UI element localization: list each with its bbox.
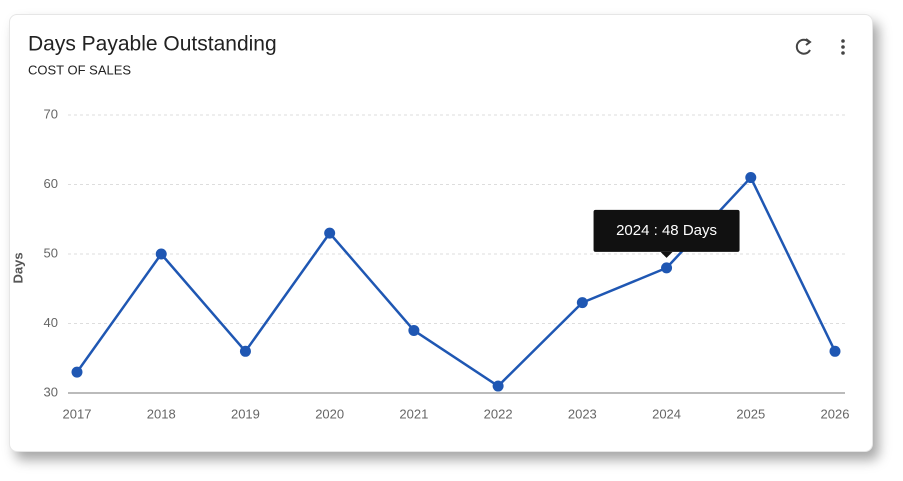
x-tick-label: 2026 [821,406,850,421]
data-point [155,248,167,260]
tooltip-label: 2024 : 48 Days [616,222,717,239]
x-tick-label: 2018 [147,406,176,421]
y-tick-label: 30 [44,384,58,399]
tooltip-box [593,209,740,252]
y-axis-label: Days [10,252,25,283]
more-button[interactable] [841,39,845,55]
x-tick-label: 2019 [231,406,260,421]
series-line [75,176,837,388]
tooltip: 2024 : 48 Days [593,209,740,258]
refresh-button[interactable] [795,38,812,55]
data-point [324,227,336,239]
y-tick-label: 60 [44,176,58,191]
y-tick-label: 40 [44,315,58,330]
data-point [408,324,420,336]
data-point [239,345,251,357]
tooltip-arrow [660,251,673,258]
x-tick-label: 2022 [484,406,513,421]
x-tick-label: 2025 [736,406,765,421]
x-tick-label: 2020 [315,406,344,421]
x-tick-label: 2021 [399,406,428,421]
data-point [576,297,588,309]
data-point [829,345,841,357]
data-point [745,172,757,184]
chart-subtitle: COST OF SALES [28,62,131,77]
x-tick-label: 2024 [652,406,681,421]
data-point [71,366,83,378]
y-tick-label: 70 [44,106,58,121]
data-point [661,262,673,274]
data-point [492,380,504,392]
x-tick-label: 2023 [568,406,597,421]
y-tick-label: 50 [44,245,58,260]
x-tick-label: 2017 [63,406,92,421]
chart-title: Days Payable Outstanding [28,33,277,56]
